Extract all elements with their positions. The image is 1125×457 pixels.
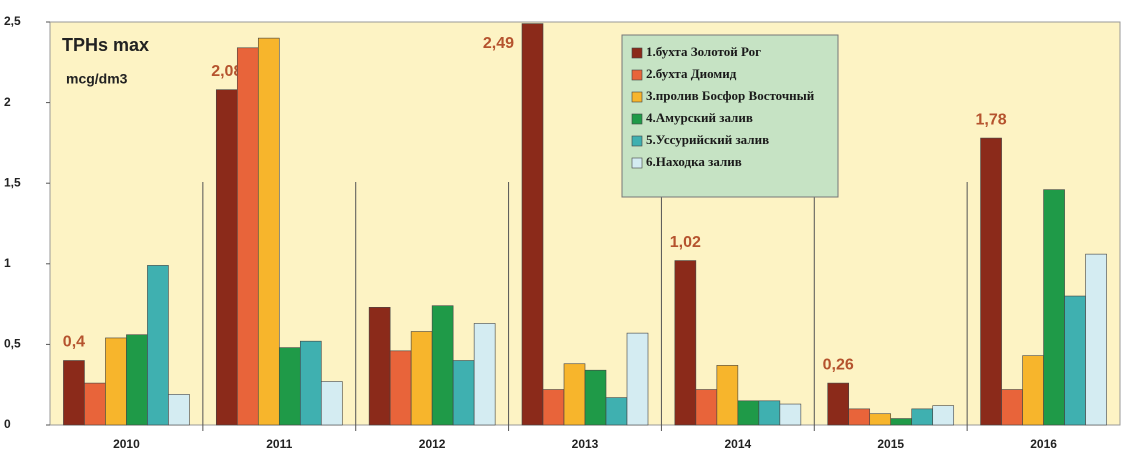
- legend-label: 6.Находка залив: [646, 154, 742, 169]
- bar: [695, 389, 718, 426]
- bar: [368, 307, 391, 426]
- x-tick-label: 2011: [266, 437, 292, 451]
- bar: [848, 408, 871, 426]
- bar: [320, 381, 343, 426]
- legend-swatch: [631, 91, 643, 103]
- y-tick-label: 0,5: [4, 337, 21, 351]
- data-label: 1,02: [670, 234, 701, 251]
- legend-label: 2.бухта Диомид: [646, 66, 737, 81]
- bar: [1085, 253, 1107, 426]
- bar: [105, 337, 127, 426]
- x-tick-label: 2016: [1030, 437, 1057, 451]
- legend-swatch: [631, 135, 643, 147]
- bar: [236, 47, 259, 426]
- bar: [911, 408, 934, 426]
- x-tick-label: 2015: [877, 437, 904, 451]
- y-tick-label: 2: [4, 95, 11, 109]
- data-label: 2,49: [483, 35, 514, 52]
- bar: [452, 360, 475, 426]
- bar: [1022, 355, 1044, 426]
- bar: [626, 332, 649, 426]
- bar: [605, 397, 628, 426]
- y-tick-label: 2,5: [4, 14, 21, 28]
- legend-label: 3.пролив Босфор Восточный: [646, 88, 815, 103]
- bar: [758, 400, 781, 426]
- bar: [126, 334, 148, 426]
- annotation: mcg/dm3: [66, 71, 128, 87]
- bar: [827, 382, 850, 426]
- bar: [215, 89, 238, 426]
- bar: [542, 389, 565, 426]
- bar: [168, 394, 190, 426]
- bar: [410, 331, 433, 426]
- data-label: 1,78: [976, 111, 1007, 128]
- bar: [1043, 189, 1065, 426]
- x-tick-label: 2014: [725, 437, 752, 451]
- bar: [299, 340, 322, 426]
- bar: [869, 413, 892, 426]
- bar: [737, 400, 760, 426]
- bar: [932, 405, 955, 426]
- x-tick-label: 2012: [419, 437, 446, 451]
- x-tick-label: 2013: [572, 437, 599, 451]
- y-tick-label: 0: [4, 417, 11, 431]
- bar: [521, 23, 544, 426]
- annotation: TPHs max: [62, 35, 149, 55]
- bar: [147, 265, 169, 426]
- bar: [563, 363, 586, 426]
- data-label: 0,26: [823, 356, 854, 373]
- bar: [63, 360, 85, 426]
- y-tick-label: 1,5: [4, 175, 21, 189]
- legend-swatch: [631, 157, 643, 169]
- bar: [84, 382, 106, 426]
- y-tick-label: 1: [4, 256, 11, 270]
- bar: [779, 403, 802, 426]
- data-label: 2,08: [211, 63, 242, 80]
- legend-swatch: [631, 113, 643, 125]
- bar: [431, 305, 454, 426]
- legend-swatch: [631, 69, 643, 81]
- bar: [890, 418, 913, 426]
- bar: [716, 365, 739, 426]
- legend-label: 4.Амурский залив: [646, 110, 753, 125]
- legend-swatch: [631, 47, 643, 59]
- bar: [389, 350, 412, 426]
- legend-box: [621, 34, 839, 198]
- bar: [473, 323, 496, 426]
- bar: [584, 369, 607, 426]
- legend-label: 1.бухта Золотой Рог: [646, 44, 761, 59]
- bar: [278, 347, 301, 426]
- bar: [257, 37, 280, 426]
- bar: [674, 260, 697, 426]
- bar: [1064, 295, 1086, 426]
- legend-label: 5.Уссурийский залив: [646, 132, 769, 147]
- data-label: 0,4: [63, 334, 85, 351]
- x-tick-label: 2010: [113, 437, 140, 451]
- bar: [1001, 389, 1023, 426]
- bar: [980, 137, 1002, 426]
